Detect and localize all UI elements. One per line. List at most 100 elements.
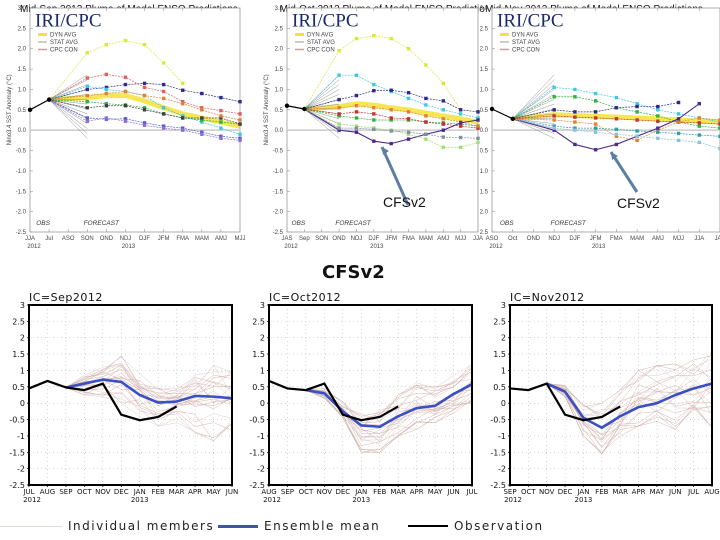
model-marker [573, 87, 577, 92]
model-marker [389, 108, 393, 112]
model-marker [718, 122, 720, 126]
model-marker [697, 133, 701, 137]
model-marker [635, 104, 639, 109]
x-tick-label: JAS [281, 236, 292, 242]
x-tick-label: MAM [195, 236, 209, 242]
iri-cpc-logo: IRI/CPC [497, 10, 564, 31]
y-tick-label: -2.5 [273, 230, 284, 236]
model-marker [441, 99, 445, 103]
y-tick-label: -2 [257, 465, 265, 474]
model-marker [200, 130, 204, 134]
model-marker [676, 100, 681, 105]
y-tick-label: 1.5 [12, 350, 25, 359]
x-tick-label: JAN [576, 488, 589, 496]
cfsv2-annotation: CFSv2 [617, 195, 660, 211]
model-marker [656, 128, 660, 132]
model-marker [424, 114, 428, 118]
y-tick-label: 0.0 [275, 128, 284, 134]
y-tick-label: 2.5 [275, 26, 284, 32]
model-marker [85, 51, 89, 55]
model-marker [614, 117, 619, 121]
model-marker [238, 136, 242, 141]
obs-label: OBS [291, 220, 305, 227]
legend-members: Individual members [0, 515, 214, 537]
model-marker [104, 104, 109, 108]
member-line [305, 371, 473, 423]
model-marker [181, 81, 185, 86]
x-tick-label: JUN [446, 488, 459, 496]
model-marker [354, 73, 359, 77]
y-tick-label: -1.5 [9, 448, 25, 457]
y-tick-label: -2.5 [480, 230, 489, 236]
model-marker [181, 102, 185, 106]
x-tick-label: AMJ [652, 236, 664, 242]
obs-marker [284, 103, 290, 108]
model-marker [718, 146, 720, 151]
obs-line [286, 105, 305, 110]
model-marker [181, 116, 185, 120]
model-marker [424, 132, 428, 136]
model-marker [424, 63, 428, 67]
y-tick-label: -1.5 [490, 448, 506, 457]
model-marker [697, 102, 701, 106]
model-marker [142, 123, 147, 127]
model-marker [614, 134, 619, 138]
member-line [546, 350, 713, 415]
y-tick-label: 3.0 [275, 6, 284, 12]
model-marker [200, 116, 204, 120]
x-tick-label: SEP [503, 488, 516, 496]
model-marker [441, 128, 445, 132]
y-tick-label: -0.5 [273, 149, 284, 155]
model-marker [337, 126, 341, 130]
x-tick-label: MAY [428, 488, 443, 496]
model-marker [573, 128, 577, 132]
y-tick-label: 2.5 [12, 317, 25, 326]
x-tick-label: SEP [59, 488, 72, 496]
legend-obs: Observation [408, 515, 544, 537]
model-marker [593, 126, 598, 130]
cfsv2-chart-nov-svg: IC=Nov2012 3 2.5 2 1.5 1 0.5 0 -0.5 -1 -1.5 -2 -2.5S… [490, 291, 719, 504]
y-tick-label: 3.0 [18, 6, 27, 12]
cfsv2-chart-sep-svg: IC=Sep201232.521.510.50-0.5-1-1.5-2-2.5J… [9, 291, 238, 504]
model-marker [458, 121, 463, 125]
model-marker [161, 96, 166, 101]
model-marker [85, 99, 89, 104]
model-marker [552, 85, 556, 90]
x-tick-label: JUL [22, 488, 34, 496]
model-marker [656, 108, 660, 112]
model-marker [142, 85, 147, 90]
y-tick-label: 0.5 [18, 108, 27, 114]
x-tick-label: JUL [465, 488, 477, 496]
observation-line [28, 379, 178, 422]
x-tick-label: SON [81, 236, 94, 242]
x-tick-label: NDJ [548, 236, 560, 242]
model-series-line [512, 87, 720, 123]
year-label: 2013 [592, 244, 606, 250]
model-marker [424, 137, 428, 141]
model-marker [181, 126, 185, 130]
model-marker [104, 91, 109, 96]
model-marker [142, 93, 147, 98]
model-series-line [48, 85, 241, 135]
model-marker [573, 95, 577, 99]
model-marker [142, 121, 147, 125]
model-marker [200, 118, 204, 122]
observation-line [268, 379, 399, 422]
model-marker [718, 126, 720, 130]
y-tick-label: -1 [257, 432, 265, 441]
x-tick-label: AMJ [437, 236, 449, 242]
legend-label: DYN AVG [307, 32, 334, 38]
y-tick-label: 1.5 [480, 67, 489, 73]
model-fan-line [304, 84, 340, 110]
model-marker [593, 110, 598, 114]
model-marker [406, 132, 411, 136]
forecast-label: FORECAST [335, 220, 371, 227]
ensemble-mean-line [546, 382, 713, 430]
model-marker [573, 126, 577, 130]
model-marker [458, 108, 463, 112]
member-line [546, 355, 713, 408]
legend-mean-label: Ensemble mean [264, 519, 381, 533]
ensemble-mean-line [65, 378, 233, 404]
model-marker [476, 116, 480, 120]
obs-line [29, 99, 50, 111]
